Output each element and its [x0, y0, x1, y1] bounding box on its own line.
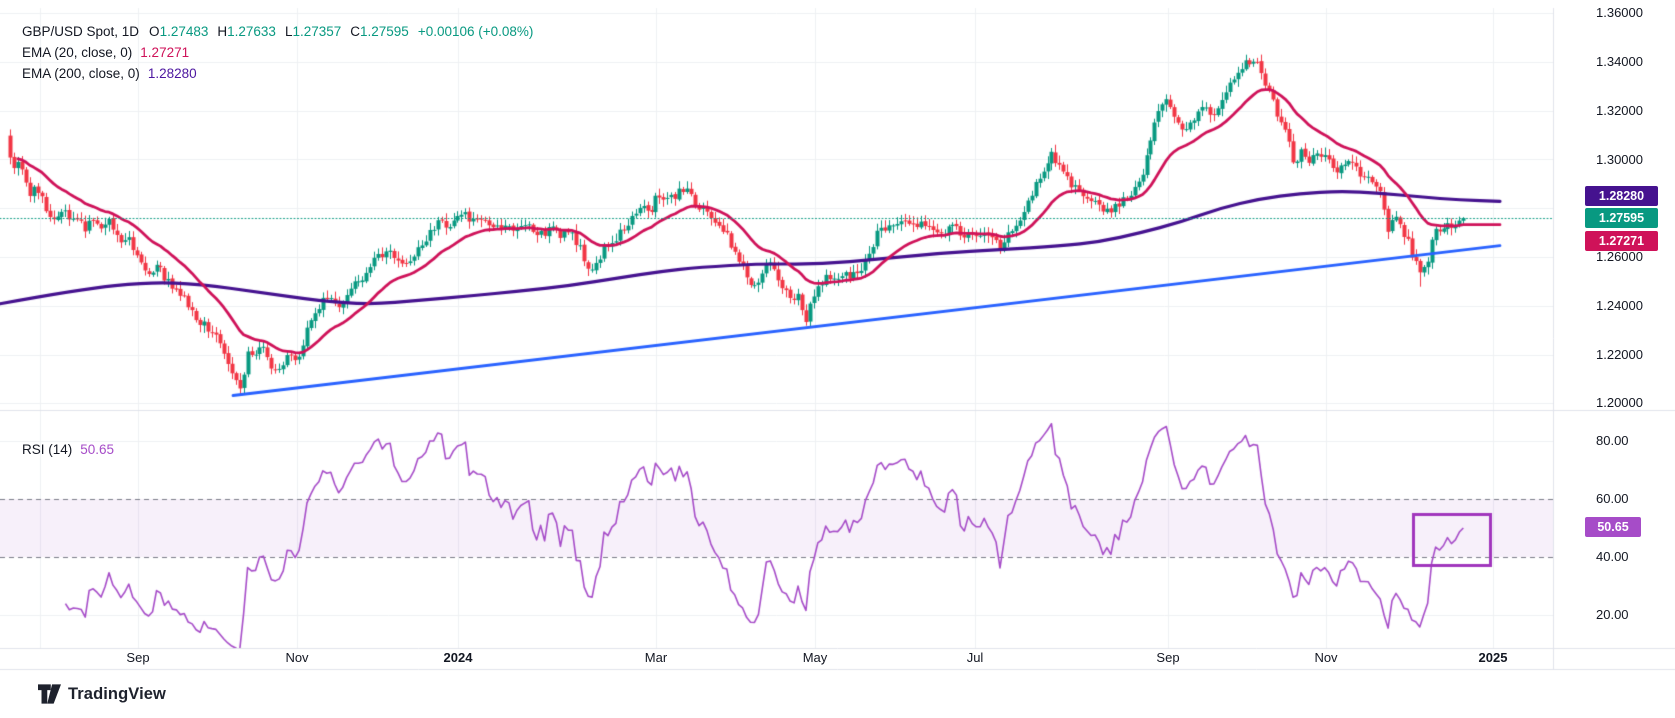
price-axis-label: 1.32000 — [1596, 103, 1643, 118]
price-axis-label: 1.26000 — [1596, 249, 1643, 264]
time-axis-label: 2024 — [443, 650, 473, 665]
ema20-label: EMA (20, close, 0) — [22, 45, 133, 60]
symbol-row[interactable]: GBP/USD Spot, 1D O1.27483 H1.27633 L1.27357… — [22, 21, 542, 42]
price-axis-label: 1.24000 — [1596, 298, 1643, 313]
symbol-legend[interactable]: GBP/USD Spot, 1D O1.27483 H1.27633 L1.27357… — [22, 21, 542, 84]
time-axis-label: Nov — [285, 650, 309, 665]
tradingview-logo[interactable]: TradingView — [38, 684, 166, 704]
price-axis-label: 1.30000 — [1596, 152, 1643, 167]
time-axis-label: Nov — [1314, 650, 1338, 665]
ema20-legend-row[interactable]: EMA (20, close, 0) 1.27271 — [22, 42, 542, 63]
ema200-label: EMA (200, close, 0) — [22, 66, 140, 81]
price-axis-label: 60.00 — [1596, 491, 1629, 506]
time-axis-label: Jul — [966, 650, 984, 665]
ema200-value: 1.28280 — [147, 66, 197, 81]
price-axis-label: 1.22000 — [1596, 347, 1643, 362]
time-axis-label: Sep — [126, 650, 150, 665]
symbol-title: GBP/USD Spot, 1D — [22, 24, 140, 39]
price-axis-label: 1.36000 — [1596, 5, 1643, 20]
ohlc-value: 1.27357 — [292, 24, 342, 39]
axis-badge: 1.27595 — [1585, 208, 1658, 228]
ohlc-value: 1.27483 — [159, 24, 209, 39]
ohlc-value: 1.27595 — [360, 24, 409, 39]
axis-badge: 1.27271 — [1585, 231, 1658, 251]
time-axis-label: Sep — [1156, 650, 1180, 665]
ema200-legend-row[interactable]: EMA (200, close, 0) 1.28280 — [22, 63, 542, 84]
time-axis-label: 2025 — [1478, 650, 1508, 665]
ohlc-value: 1.27633 — [227, 24, 276, 39]
tradingview-icon — [38, 684, 61, 704]
rsi-legend[interactable]: RSI (14) 50.65 — [22, 441, 114, 458]
rsi-value: 50.65 — [80, 442, 115, 457]
rsi-label: RSI (14) — [22, 442, 73, 457]
time-axis-label: Mar — [644, 650, 668, 665]
ohlc-key: H — [217, 24, 228, 39]
ohlc-values: O1.27483 H1.27633 L1.27357 C1.27595 +0.00106… — [149, 24, 542, 39]
price-axis-label: 80.00 — [1596, 433, 1629, 448]
axis-badge: 1.28280 — [1585, 186, 1658, 206]
ohlc-key: O — [149, 24, 160, 39]
ohlc-key: C — [350, 24, 361, 39]
price-axis-label: 20.00 — [1596, 607, 1629, 622]
ohlc-key: L — [284, 24, 293, 39]
axis-badge: 50.65 — [1585, 517, 1641, 537]
ohlc-value: +0.00106 (+0.08%) — [417, 24, 534, 39]
tradingview-logo-text: TradingView — [68, 684, 166, 703]
price-axis-label: 1.20000 — [1596, 395, 1643, 410]
time-axis-label: May — [802, 650, 828, 665]
price-axis-label: 1.34000 — [1596, 54, 1643, 69]
price-axis-label: 40.00 — [1596, 549, 1629, 564]
ema20-value: 1.27271 — [140, 45, 190, 60]
